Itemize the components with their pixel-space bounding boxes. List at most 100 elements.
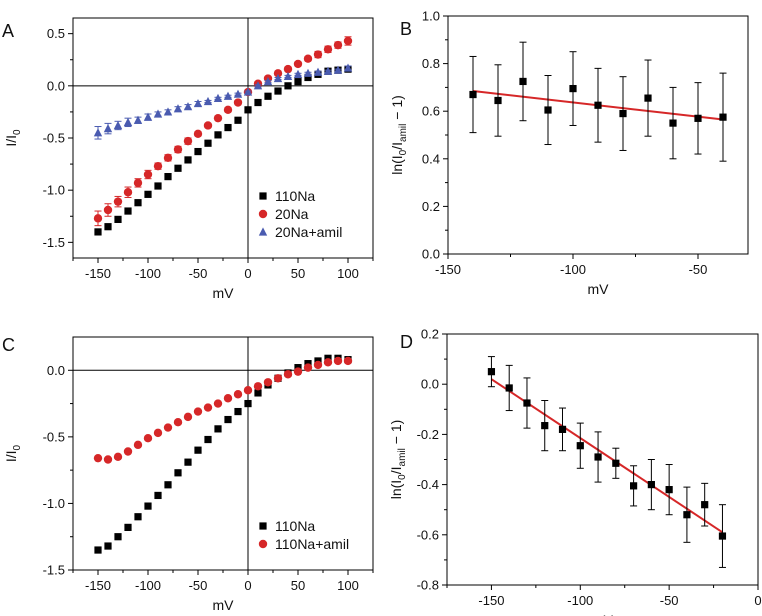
y-tick-label: 0.0 [422, 247, 440, 262]
y-tick-label: 0.0 [421, 377, 439, 392]
legend-label: 110Na [275, 188, 315, 204]
data-point [263, 378, 273, 387]
data-point [263, 77, 273, 86]
data-point [333, 40, 343, 50]
data-point [665, 486, 673, 494]
data-point [174, 469, 182, 477]
x-tick-label: 0 [244, 578, 251, 593]
data-point [214, 131, 222, 139]
y-tick-label: -0.5 [43, 131, 65, 146]
y-label-mid: /I [389, 142, 405, 150]
data-point [103, 205, 113, 215]
data-point [253, 382, 263, 391]
x-tick-label: -50 [189, 266, 208, 281]
data-point [313, 67, 323, 76]
y-tick-label: 0.8 [422, 56, 440, 71]
panel-letter: D [400, 332, 413, 352]
data-point [505, 384, 513, 392]
data-point [694, 114, 702, 122]
y-tick-label: 0.6 [422, 104, 440, 119]
y-label-main: I/I [3, 135, 19, 147]
data-point [254, 389, 262, 397]
y-label-sub: amil [397, 448, 408, 466]
data-point [274, 87, 282, 95]
x-tick-label: -50 [189, 578, 208, 593]
data-point [258, 227, 268, 236]
data-point [669, 119, 677, 127]
y-tick-label: -0.8 [417, 578, 439, 593]
data-point [323, 45, 333, 54]
data-point [294, 78, 302, 86]
data-point [343, 36, 353, 46]
x-tick-label: 50 [291, 578, 305, 593]
data-point [224, 123, 232, 132]
legend-label: 110Na [275, 518, 315, 534]
data-point [183, 136, 193, 146]
data-point [594, 453, 602, 461]
data-point [164, 173, 172, 181]
data-point [123, 188, 133, 197]
data-point [113, 120, 123, 130]
y-tick-label: -0.5 [43, 429, 65, 444]
data-point [114, 533, 122, 541]
data-point [213, 399, 223, 408]
data-point [183, 102, 193, 111]
data-point [243, 386, 253, 395]
data-point [233, 390, 243, 399]
y-tick-label: -1.0 [43, 183, 65, 198]
data-point [644, 94, 652, 102]
x-axis-label: mV [592, 612, 614, 616]
data-point [259, 192, 267, 200]
data-point [173, 104, 183, 113]
data-point [104, 542, 112, 550]
data-point [94, 546, 102, 554]
data-point [154, 491, 162, 500]
y-tick-label: -0.2 [417, 427, 439, 442]
data-point [103, 124, 113, 133]
data-point [304, 73, 312, 82]
x-tick-label: -100 [567, 593, 593, 608]
data-point [576, 442, 584, 450]
data-point [213, 113, 223, 123]
data-point [701, 501, 709, 509]
data-point [93, 453, 103, 463]
data-point [204, 435, 212, 444]
data-point [259, 522, 267, 530]
data-point [343, 63, 353, 72]
y-tick-label: -1.5 [43, 563, 65, 578]
x-tick-label: 0 [244, 266, 251, 281]
data-point [284, 82, 292, 90]
data-point [143, 170, 153, 179]
data-point [647, 481, 655, 489]
series-20na [93, 36, 353, 227]
data-point [214, 425, 222, 433]
data-point [234, 116, 242, 124]
data-point [93, 128, 103, 137]
x-tick-label: -50 [660, 593, 679, 608]
data-point [153, 161, 163, 171]
data-point [134, 513, 142, 521]
panel-letter: B [400, 19, 412, 39]
data-point [273, 374, 283, 383]
legend-label: 110Na+amil [275, 536, 349, 552]
data-point [494, 96, 502, 105]
y-tick-label: 0.5 [47, 26, 65, 41]
data-point [343, 356, 353, 366]
y-tick-label: 0.2 [422, 199, 440, 214]
data-point [283, 64, 293, 74]
y-tick-label: 0.0 [47, 363, 65, 378]
series-110na [94, 65, 352, 236]
y-axis-label: I/I0 [3, 129, 23, 147]
data-point [224, 415, 232, 424]
data-point [283, 71, 293, 81]
y-tick-label: -0.4 [417, 477, 439, 492]
data-point [163, 107, 173, 116]
data-point [233, 89, 243, 98]
data-point [173, 418, 183, 427]
data-point [133, 178, 143, 188]
x-tick-label: -150 [85, 266, 111, 281]
legend: 110Na 20Na 20Na+amil [258, 188, 342, 240]
data-point [258, 539, 268, 549]
panel-letter: C [2, 335, 15, 355]
